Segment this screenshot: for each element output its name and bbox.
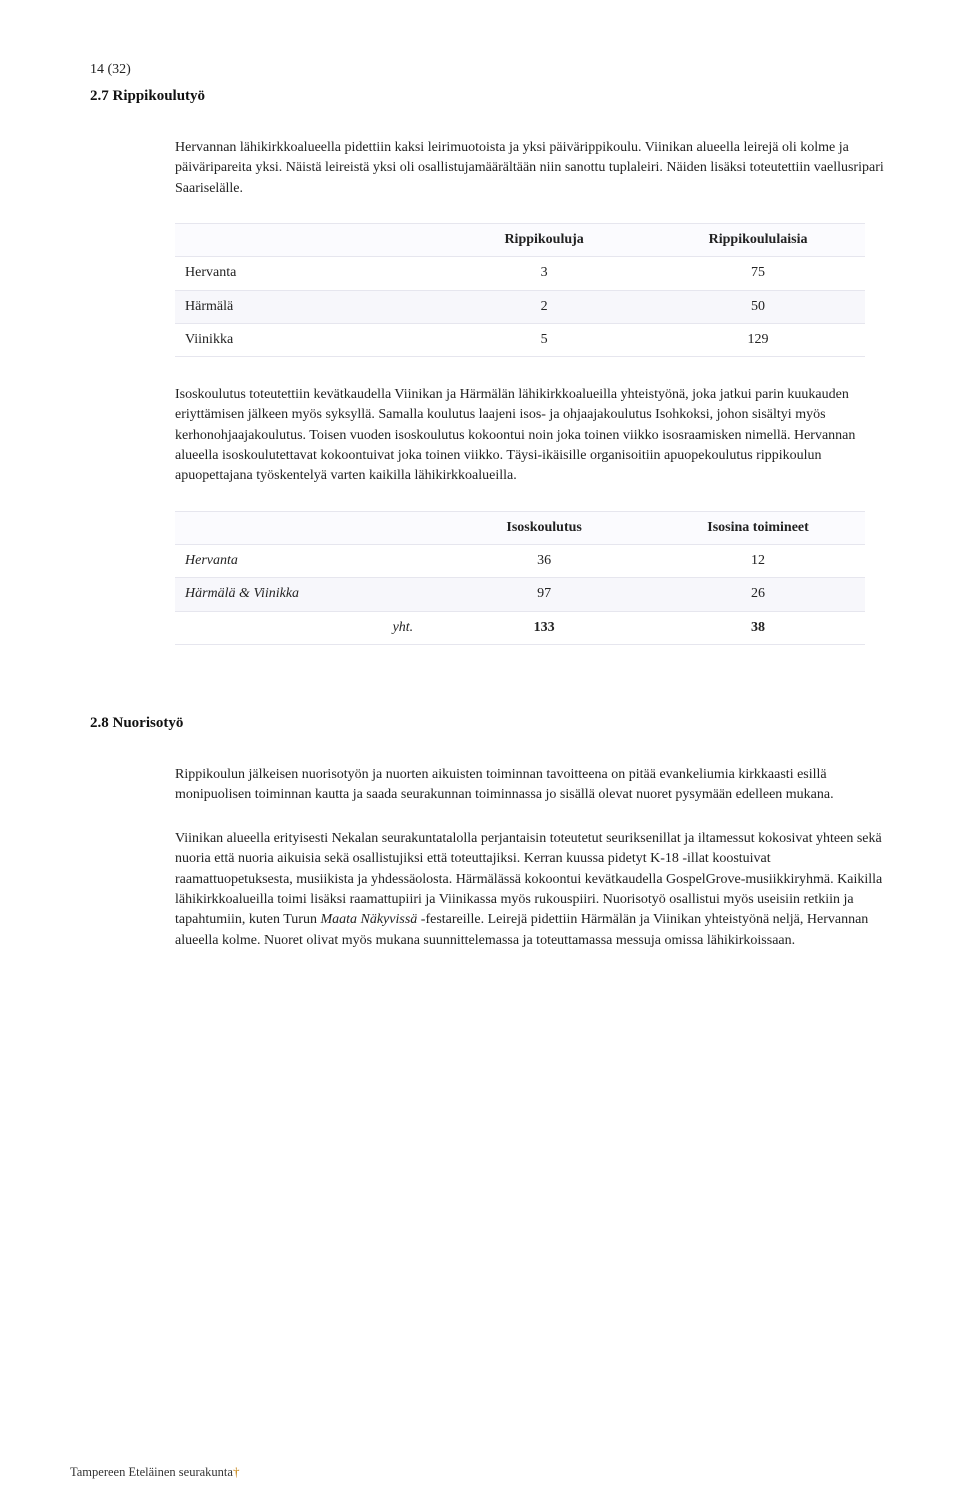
table-cell-total: 133 [437, 611, 651, 644]
table-cell: 75 [651, 257, 865, 290]
table-cell-total-label: yht. [175, 611, 437, 644]
table-header-row: Isoskoulutus Isosina toimineet [175, 511, 865, 544]
table-header-row: Rippikouluja Rippikoululaisia [175, 223, 865, 256]
section-title-nuorisotyo: 2.8 Nuorisotyö [90, 713, 890, 735]
table-cell: 26 [651, 578, 865, 611]
page-footer: Tampereen Eteläinen seurakunta† [70, 1463, 239, 1482]
section-title-rippikoulutyo: 2.7 Rippikoulutyö [90, 86, 890, 108]
table-row: Hervanta 36 12 [175, 544, 865, 577]
table-row: Hervanta 3 75 [175, 257, 865, 290]
table-row: Viinikka 5 129 [175, 323, 865, 356]
table-cell-total: 38 [651, 611, 865, 644]
table-cell: 12 [651, 544, 865, 577]
table-cell: 36 [437, 544, 651, 577]
table-header-cell [175, 223, 437, 256]
table-cell: 129 [651, 323, 865, 356]
footer-text: Tampereen Eteläinen seurakunta [70, 1465, 233, 1479]
table-cell: 3 [437, 257, 651, 290]
table-cell: 2 [437, 290, 651, 323]
table-header-cell [175, 511, 437, 544]
paragraph: Isoskoulutus toteutettiin kevätkaudella … [175, 385, 890, 486]
paragraph: Hervannan lähikirkkoalueella pidettiin k… [175, 138, 890, 199]
table-row: Härmälä & Viinikka 97 26 [175, 578, 865, 611]
paragraph-italic: Maata Näkyvissä [320, 912, 417, 927]
table-header-cell: Rippikoululaisia [651, 223, 865, 256]
paragraph: Rippikoulun jälkeisen nuorisotyön ja nuo… [175, 765, 890, 806]
table-isoskoulutus: Isoskoulutus Isosina toimineet Hervanta … [175, 511, 865, 645]
table-cell: 97 [437, 578, 651, 611]
table-rippikoulut: Rippikouluja Rippikoululaisia Hervanta 3… [175, 223, 865, 357]
table-cell: Viinikka [175, 323, 437, 356]
table-total-row: yht. 133 38 [175, 611, 865, 644]
table-header-cell: Rippikouluja [437, 223, 651, 256]
page-number: 14 (32) [90, 60, 890, 80]
cross-icon: † [233, 1464, 240, 1479]
table-cell: Härmälä [175, 290, 437, 323]
table-cell: 50 [651, 290, 865, 323]
table-header-cell: Isosina toimineet [651, 511, 865, 544]
table-header-cell: Isoskoulutus [437, 511, 651, 544]
table-cell: Hervanta [175, 544, 437, 577]
paragraph: Viinikan alueella erityisesti Nekalan se… [175, 829, 890, 951]
table-cell: Hervanta [175, 257, 437, 290]
table-cell: Härmälä & Viinikka [175, 578, 437, 611]
table-row: Härmälä 2 50 [175, 290, 865, 323]
table-cell: 5 [437, 323, 651, 356]
